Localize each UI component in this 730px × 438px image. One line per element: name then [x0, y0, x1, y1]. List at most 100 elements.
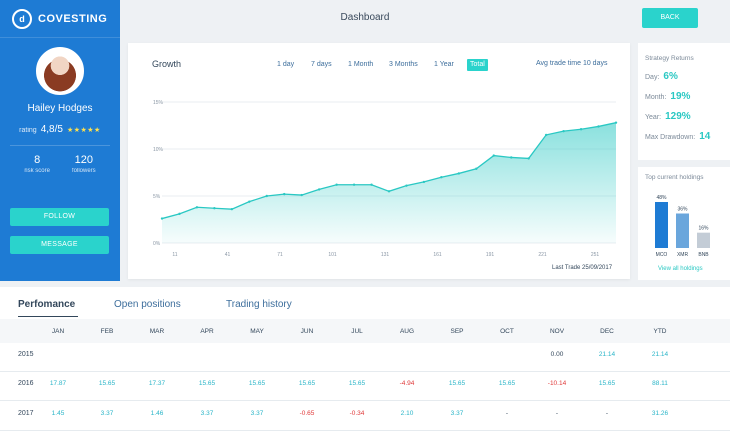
growth-title: Growth — [152, 59, 182, 69]
growth-point — [317, 188, 321, 191]
followers-label: followers — [71, 168, 96, 174]
growth-point — [248, 200, 251, 203]
table-cell: 17.87 — [49, 380, 67, 387]
growth-point — [440, 176, 443, 179]
y-tick-label: 15% — [153, 100, 164, 106]
view-all-holdings-link[interactable]: View all holdings — [658, 266, 703, 272]
strategy-label: Month: — [645, 94, 667, 101]
holding-bar — [676, 213, 689, 248]
growth-point — [387, 190, 391, 193]
risk-score-stat: 8 risk score — [24, 154, 50, 174]
growth-point — [405, 184, 408, 187]
risk-score-label: risk score — [24, 168, 50, 174]
month-header: JUL — [351, 328, 363, 335]
growth-point — [265, 194, 268, 198]
month-header: JAN — [51, 328, 65, 335]
avg-trade-time: Avg trade time 10 days — [536, 60, 608, 67]
message-button[interactable]: MESSAGE — [10, 236, 109, 254]
holding-value-label: 36% — [677, 207, 688, 213]
range-tab-1-month[interactable]: 1 Month — [348, 61, 374, 68]
table-header — [0, 319, 730, 343]
table-cell: - — [555, 410, 559, 417]
brand[interactable]: d COVESTING — [0, 0, 120, 38]
strategy-row-day: Day: 6% — [645, 71, 730, 82]
range-tab-1-year[interactable]: 1 Year — [434, 61, 454, 68]
growth-point — [579, 128, 583, 131]
table-cell: 21.14 — [651, 351, 669, 358]
brand-logo-icon: d — [12, 8, 32, 29]
row-divider — [0, 371, 730, 372]
follow-button[interactable]: FOLLOW — [10, 208, 109, 226]
growth-point — [562, 129, 565, 133]
tab-performance[interactable]: Perfomance — [18, 299, 76, 310]
strategy-value: 6% — [663, 71, 678, 82]
table-cell: 15.65 — [348, 380, 366, 387]
followers-value: 120 — [74, 154, 93, 166]
range-tab-total[interactable]: Total — [467, 59, 488, 71]
row-divider — [0, 430, 730, 431]
month-header: MAY — [250, 328, 264, 335]
holding-category-label: XMR — [677, 252, 689, 258]
profile-sidebar: d COVESTING Hailey Hodges rating 4,8/5 ★… — [0, 0, 120, 281]
growth-point — [370, 183, 373, 186]
rating-stars-icon: ★★★★★ — [66, 127, 101, 134]
back-button[interactable]: BACK — [642, 8, 698, 28]
month-header: MAR — [149, 328, 165, 335]
table-cell: -4.94 — [399, 380, 415, 387]
growth-card: 15% 10% 5% 0% 11 41 71 101 131 161 191 221 251 Growt… — [128, 43, 630, 279]
table-cell: 3.37 — [250, 410, 264, 417]
month-header: JUN — [300, 328, 314, 335]
top-holdings-card: 48% MCO 36% XMR 16% BNB Top current holdings … — [638, 167, 730, 280]
holding-bar — [655, 202, 668, 248]
strategy-returns-card: Strategy Returns Day: 6% Month: 19% Year… — [638, 43, 730, 160]
tab-trading-history[interactable]: Trading history — [226, 299, 292, 310]
strategy-label: Max Drawdown: — [645, 134, 696, 141]
table-cell: 88.11 — [652, 380, 668, 387]
holding-category-label: BNB — [698, 252, 709, 258]
year-label: 2015 — [18, 351, 34, 358]
strategy-label: Day: — [645, 74, 660, 81]
year-label: 2016 — [18, 380, 34, 387]
table-cell: 15.65 — [98, 380, 116, 387]
table-cell: 1.45 — [51, 410, 65, 417]
holding-bar — [697, 232, 710, 248]
x-tick-label: 131 — [381, 252, 390, 258]
growth-point — [457, 172, 461, 175]
table-cell: 1.46 — [150, 410, 164, 417]
growth-area — [162, 122, 616, 243]
growth-point — [213, 207, 216, 210]
page-title: Dashboard — [340, 12, 390, 23]
holdings-chart: 48% MCO 36% XMR 16% BNB — [655, 195, 710, 258]
table-cell: -10.14 — [547, 380, 567, 387]
brand-name: COVESTING — [38, 12, 108, 25]
table-cell: 3.37 — [100, 410, 114, 417]
holdings-title: Top current holdings — [645, 174, 704, 181]
growth-point — [352, 183, 356, 186]
growth-point — [300, 193, 303, 197]
range-tab-7-days[interactable]: 7 days — [311, 61, 332, 68]
growth-point — [597, 125, 600, 128]
y-tick-label: 0% — [153, 241, 161, 247]
tab-open-positions[interactable]: Open positions — [114, 299, 181, 310]
range-tab-3-months[interactable]: 3 Months — [389, 61, 418, 68]
holding-value-label: 16% — [698, 226, 709, 232]
rating-value: 4,8/5 — [40, 124, 63, 135]
growth-point — [527, 157, 530, 160]
avatar — [36, 47, 84, 95]
growth-point — [178, 212, 181, 216]
strategy-label: Year: — [645, 114, 662, 121]
table-cell: - — [605, 410, 609, 417]
x-tick-label: 161 — [433, 252, 442, 258]
range-tab-1-day[interactable]: 1 day — [277, 61, 295, 68]
table-cell: 15.65 — [248, 380, 266, 387]
table-cell: 21.14 — [598, 351, 616, 358]
strategy-value: 14 — [699, 131, 711, 142]
growth-point — [335, 183, 338, 186]
year-label: 2017 — [18, 410, 34, 417]
table-cell: 15.65 — [198, 380, 216, 387]
table-cell: -0.34 — [349, 410, 365, 417]
month-header: OCT — [500, 328, 514, 335]
growth-point — [160, 217, 164, 220]
table-cell: 3.37 — [450, 410, 464, 417]
y-tick-label: 5% — [153, 194, 161, 200]
